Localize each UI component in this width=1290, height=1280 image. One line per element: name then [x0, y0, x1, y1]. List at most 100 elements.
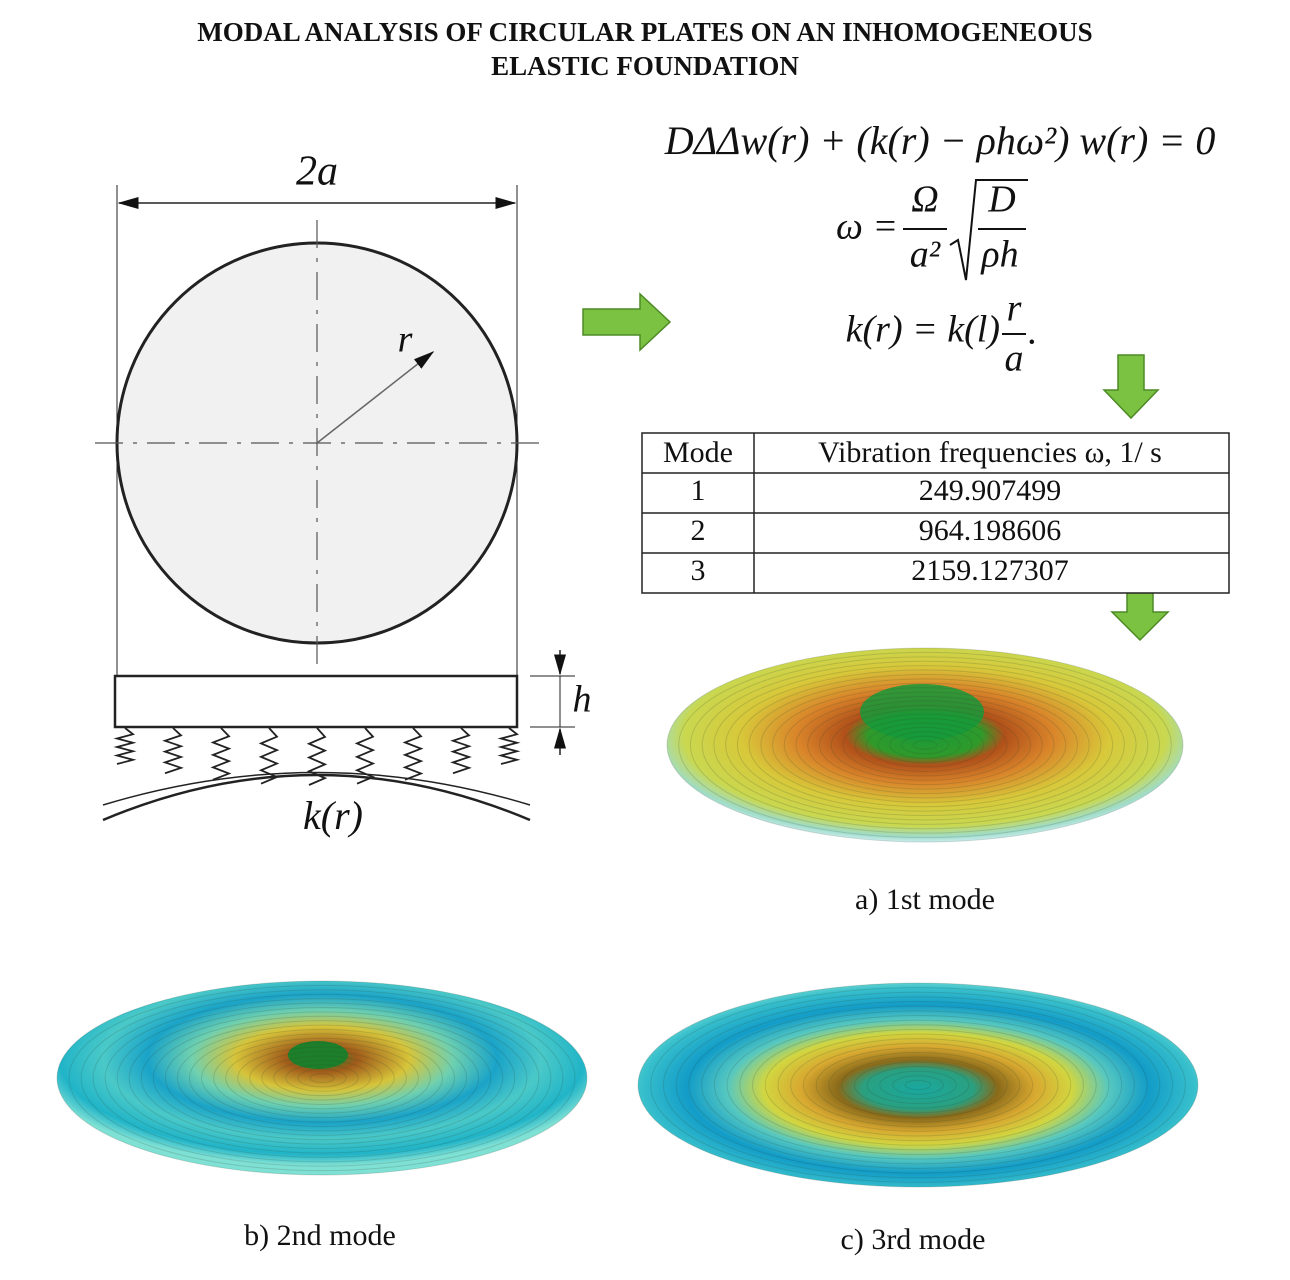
mesh-ring	[828, 1052, 1008, 1118]
mesh-ring	[748, 678, 1102, 812]
mesh-ring	[866, 1065, 970, 1105]
eq-num: Ω	[911, 179, 938, 221]
mesh-ring	[904, 1079, 932, 1091]
table-cell: 964.198606	[919, 514, 1062, 547]
mesh-ring	[701, 1005, 1135, 1165]
mode-3	[637, 982, 1199, 1188]
radius-label: r	[398, 319, 413, 361]
mesh-ring	[80, 989, 564, 1167]
diameter-label: 2a	[296, 149, 338, 195]
spring	[354, 727, 376, 785]
mesh-ring	[152, 1015, 492, 1141]
mesh-ring	[249, 1051, 395, 1105]
table-cell: 1	[691, 474, 706, 507]
frequency-equation: ω = Ω a² D ρh	[836, 179, 1028, 281]
spring	[306, 727, 328, 786]
mesh-ring	[879, 1070, 957, 1100]
plate-drawing	[95, 185, 575, 822]
mesh-ring	[675, 996, 1161, 1174]
mesh-ring	[164, 1020, 480, 1136]
table-header: Vibration frequencies ω, 1/ s	[818, 436, 1162, 469]
mesh-ring	[225, 1042, 419, 1114]
mesh-ring	[815, 1047, 1021, 1123]
mesh-ring	[297, 1068, 347, 1088]
mesh-ring	[68, 984, 576, 1172]
eq-num: r	[1007, 288, 1022, 330]
stiffness-equation: k(r) = k(l) r a .	[846, 288, 1038, 380]
title: ELASTIC FOUNDATION	[491, 51, 799, 81]
mesh-ring	[807, 700, 1043, 790]
mode-1	[666, 647, 1184, 843]
mesh-ring	[678, 651, 1172, 839]
mesh-ring	[176, 1024, 468, 1132]
mesh-ring	[790, 1038, 1046, 1132]
mesh-ring	[189, 1029, 455, 1127]
mesh-ring	[689, 656, 1161, 834]
mesh-ring	[726, 1014, 1110, 1156]
mesh-ring	[912, 740, 938, 750]
caption: a) 1st mode	[855, 883, 995, 916]
mesh-ring	[92, 993, 552, 1163]
table-cell: 2159.127307	[911, 554, 1069, 587]
mesh-ring	[795, 696, 1055, 794]
mesh-ring	[104, 998, 540, 1158]
eq-lhs: ω =	[836, 206, 898, 248]
mesh-ring	[853, 1061, 983, 1109]
mesh-ring	[309, 1073, 335, 1083]
mesh-ring	[739, 1019, 1097, 1151]
eq-tail: .	[1028, 311, 1038, 353]
mesh-ring	[752, 1024, 1084, 1146]
mesh-ring	[802, 1042, 1034, 1128]
title: MODAL ANALYSIS OF CIRCULAR PLATES ON AN …	[197, 17, 1092, 47]
mesh-ring	[818, 704, 1032, 786]
spring	[258, 727, 280, 785]
mesh-ring	[777, 1033, 1059, 1137]
table-cell: 249.907499	[919, 474, 1062, 507]
table-cell: 3	[691, 554, 706, 587]
flow-arrows	[582, 292, 1170, 642]
eq-sqrt-den: ρh	[980, 234, 1018, 276]
mesh-ring	[56, 980, 588, 1176]
mesh-ring	[892, 1075, 944, 1095]
mesh-ring	[237, 1046, 407, 1110]
mesh-ring	[713, 1010, 1123, 1160]
table-header: Mode	[663, 436, 733, 469]
eq-den: a	[1005, 338, 1024, 380]
mesh-ring	[760, 682, 1090, 808]
mesh-ring	[725, 669, 1125, 821]
mesh-ring	[842, 713, 1008, 777]
mesh-ring	[666, 647, 1184, 843]
mesh-ring	[764, 1028, 1072, 1142]
mesh-ring	[901, 735, 949, 755]
spring	[113, 727, 137, 765]
spring	[162, 727, 184, 775]
foundation-label: k(r)	[303, 793, 363, 838]
mesh-ring	[854, 718, 996, 772]
eq-lhs: k(r) = k(l)	[846, 309, 1000, 351]
mesh-ring	[116, 1002, 528, 1154]
mesh-ring	[213, 1037, 431, 1119]
mesh-ring	[128, 1006, 516, 1150]
spring	[450, 727, 472, 775]
mesh-ring	[650, 987, 1186, 1183]
mesh-ring	[830, 709, 1020, 781]
spring	[210, 727, 232, 781]
mesh-ring	[865, 722, 985, 768]
eq-sqrt-num: D	[987, 179, 1015, 221]
mesh-ring	[877, 726, 973, 764]
mesh-ring	[201, 1033, 443, 1123]
mesh-ring	[841, 1056, 995, 1114]
mesh-ring	[662, 991, 1174, 1179]
mesh-ring	[273, 1059, 371, 1097]
caption: c) 3rd mode	[841, 1223, 986, 1256]
mesh-ring	[285, 1064, 359, 1092]
mode-2	[56, 980, 588, 1176]
mesh-ring	[261, 1055, 383, 1101]
mesh-ring	[736, 673, 1114, 817]
governing-equation: DΔΔw(r) + (k(r) − ρhω²) w(r) = 0	[664, 118, 1216, 163]
mesh-ring	[688, 1001, 1148, 1169]
frequency-table: Mode Vibration frequencies ω, 1/ s 1 249.…	[641, 432, 1230, 594]
mesh-ring	[772, 687, 1078, 803]
table-cell: 2	[691, 514, 706, 547]
